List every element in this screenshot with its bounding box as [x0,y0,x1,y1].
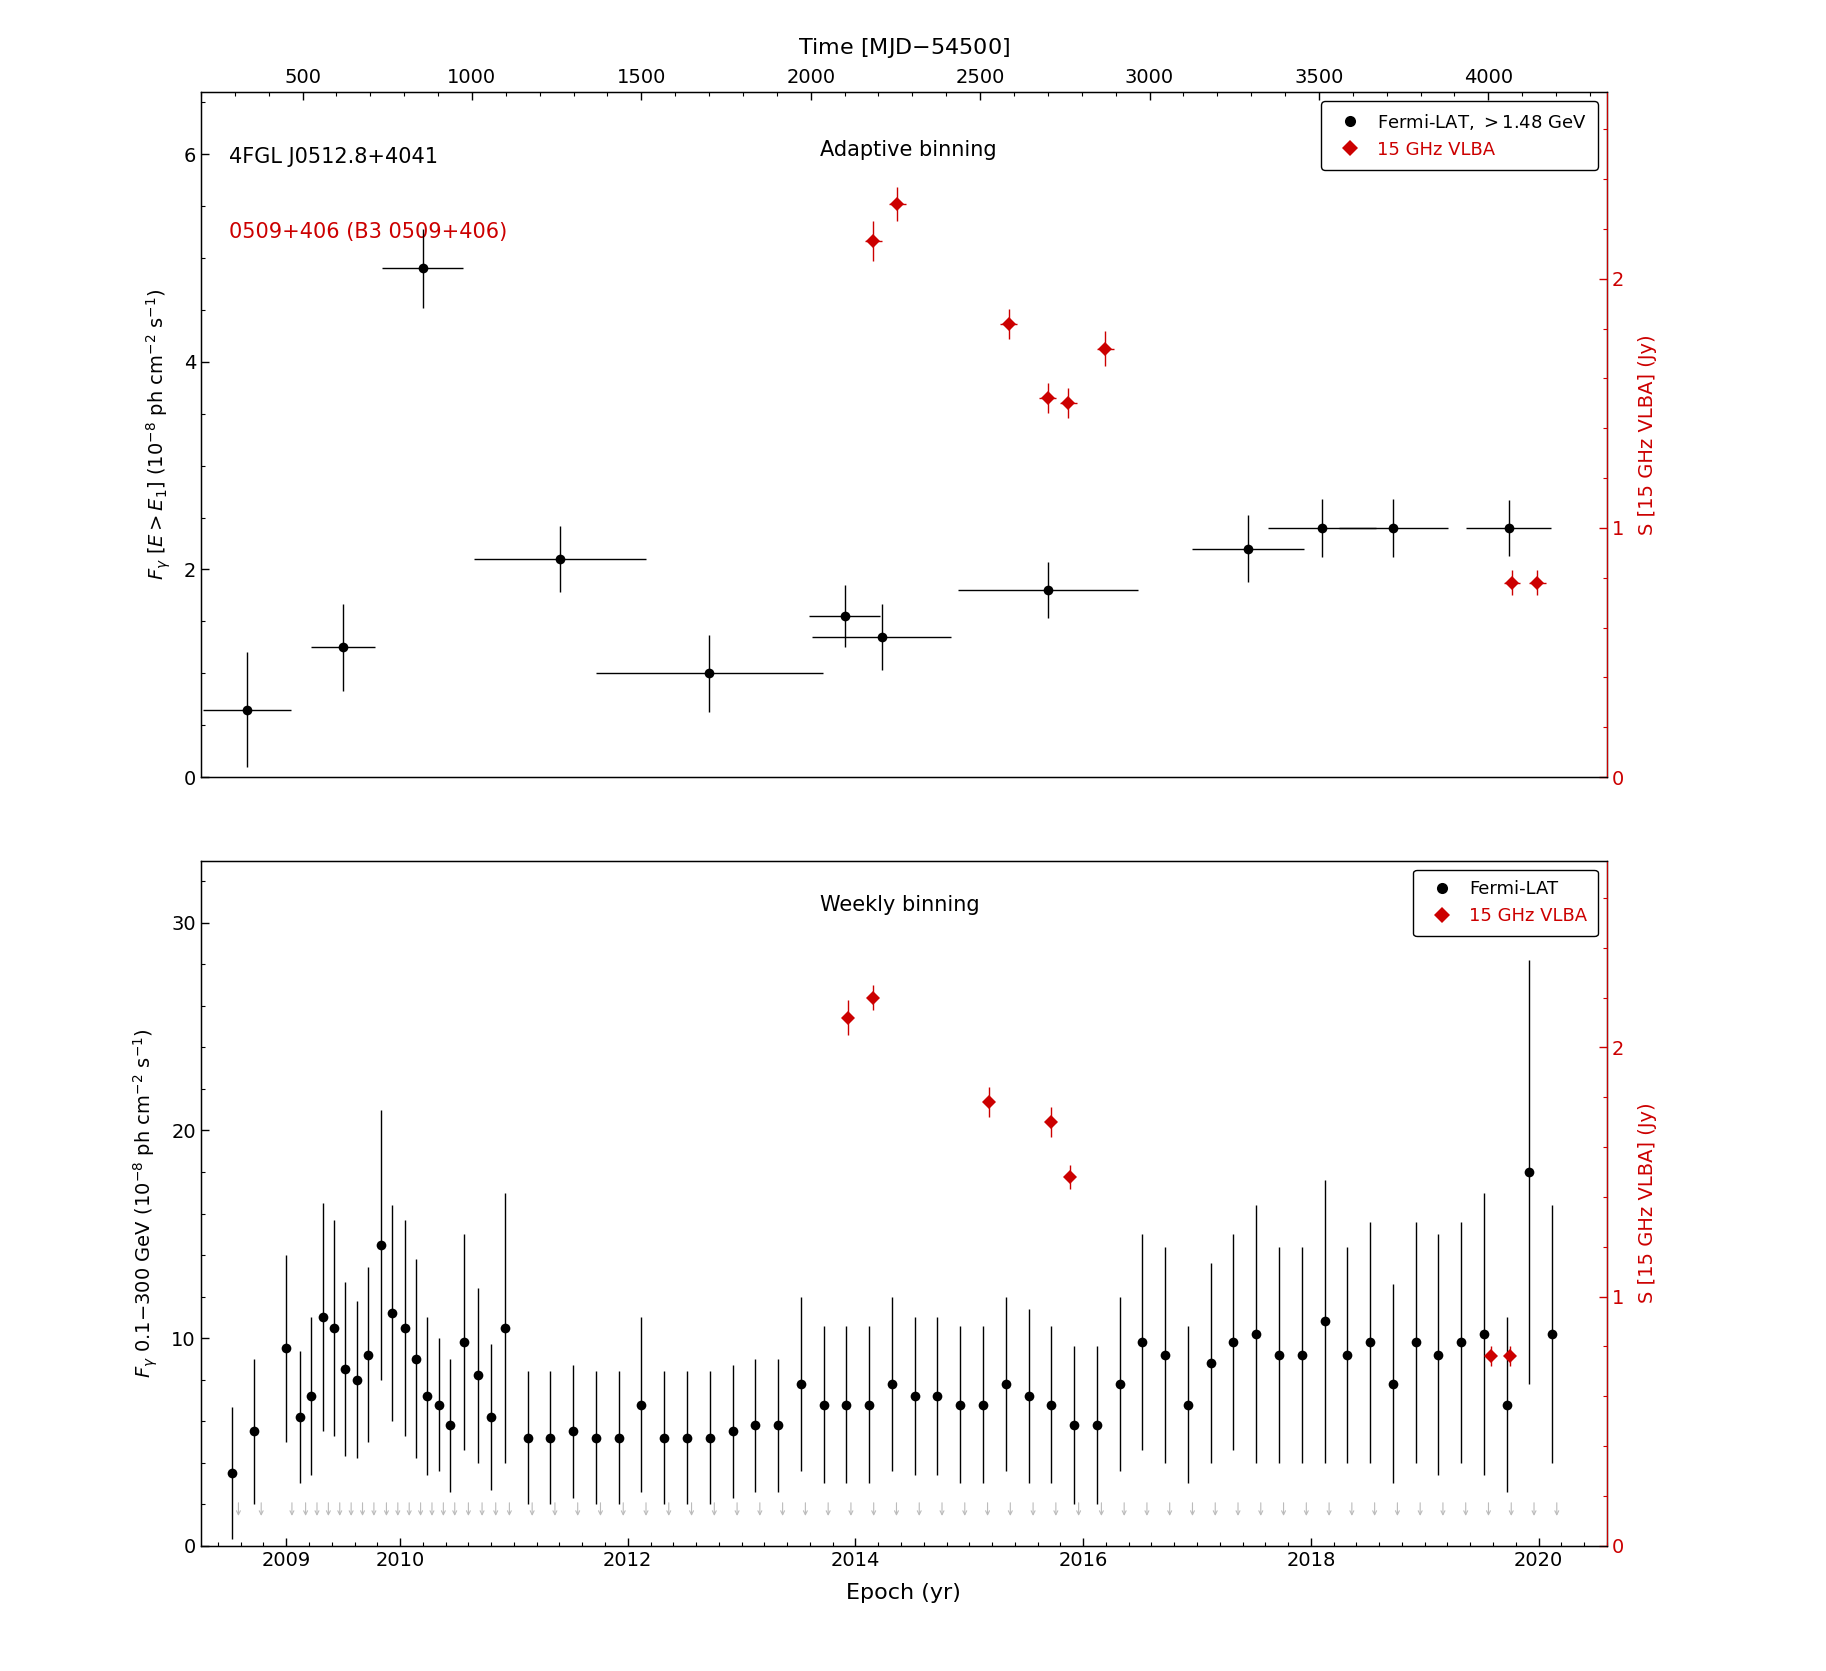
Y-axis label: S [15 GHz VLBA] (Jy): S [15 GHz VLBA] (Jy) [1638,1103,1656,1303]
Y-axis label: $F_{\gamma}$ [$E$$>$$E_1$] ($10^{-8}$ ph cm$^{-2}$ s$^{-1}$): $F_{\gamma}$ [$E$$>$$E_1$] ($10^{-8}$ ph… [144,289,172,580]
Y-axis label: S [15 GHz VLBA] (Jy): S [15 GHz VLBA] (Jy) [1638,334,1656,535]
Text: 0509+406 (B3 0509+406): 0509+406 (B3 0509+406) [228,222,508,242]
Text: Weekly binning: Weekly binning [820,896,979,914]
X-axis label: Time [MJD$-$54500]: Time [MJD$-$54500] [798,37,1010,60]
Legend: Fermi-LAT, $>$1.48 GeV, 15 GHz VLBA: Fermi-LAT, $>$1.48 GeV, 15 GHz VLBA [1322,100,1598,170]
X-axis label: Epoch (yr): Epoch (yr) [847,1584,960,1604]
Text: 4FGL J0512.8+4041: 4FGL J0512.8+4041 [228,147,438,167]
Text: Adaptive binning: Adaptive binning [820,140,997,160]
Legend: Fermi-LAT, 15 GHz VLBA: Fermi-LAT, 15 GHz VLBA [1413,869,1598,936]
Y-axis label: $F_{\gamma}$ 0.1$-$300 GeV ($10^{-8}$ ph cm$^{-2}$ s$^{-1}$): $F_{\gamma}$ 0.1$-$300 GeV ($10^{-8}$ ph… [131,1028,161,1379]
